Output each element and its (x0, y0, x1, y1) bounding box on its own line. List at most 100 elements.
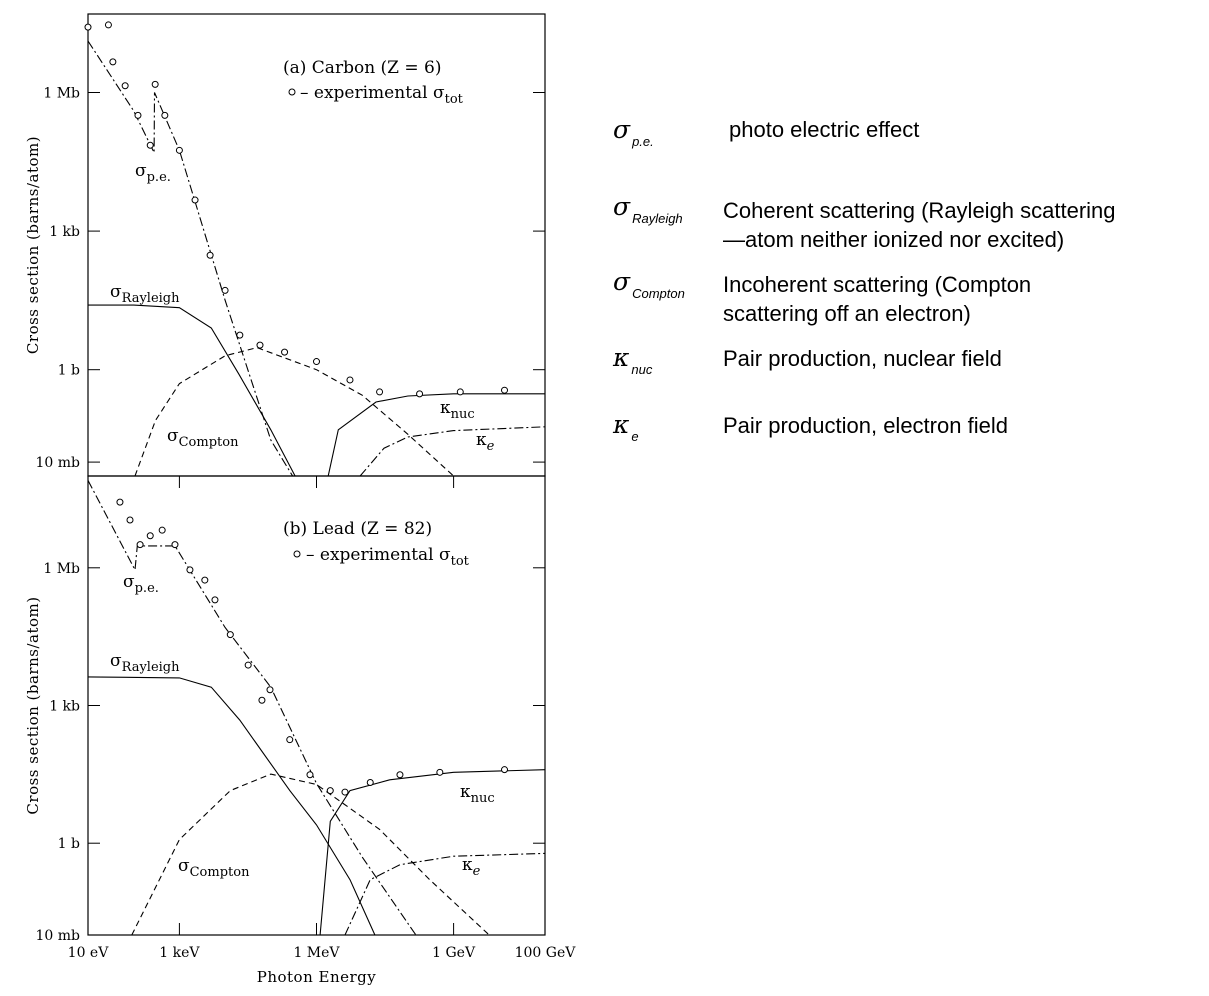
panel-title: (b) Lead (Z = 82) (283, 519, 432, 539)
data-point (258, 696, 266, 704)
description: Pair production, nuclear field (723, 346, 1002, 371)
curve-label: σRayleigh (110, 282, 180, 306)
data-point (158, 526, 166, 534)
description: scattering off an electron) (723, 301, 971, 326)
curve (88, 676, 376, 935)
x-tick-label: 1 MeV (293, 945, 340, 961)
symbol: σ Compton (613, 267, 685, 301)
curve-label: σp.e. (135, 161, 171, 185)
data-point (186, 566, 194, 574)
data-point (281, 348, 289, 356)
data-point (104, 21, 112, 29)
data-point (121, 82, 129, 90)
data-point (126, 516, 134, 524)
curve (88, 304, 296, 476)
data-point (191, 196, 199, 204)
data-point (161, 111, 169, 119)
y-tick-label: 1 kb (49, 224, 80, 240)
symbol: σ Rayleigh (613, 192, 683, 226)
data-point (134, 111, 142, 119)
y-tick-label: 1 Mb (43, 85, 80, 101)
curve-label: κe (476, 430, 495, 454)
data-point (266, 686, 274, 694)
curve (88, 40, 294, 476)
curve-label-sub: nuc (471, 791, 495, 806)
curve-label: κe (462, 855, 481, 879)
data-point (146, 532, 154, 540)
description: Pair production, electron field (723, 413, 1008, 438)
data-point (175, 146, 183, 154)
legend-label: – experimental σtot (300, 83, 464, 107)
data-point (109, 58, 117, 66)
x-tick-label: 10 eV (68, 945, 110, 961)
y-axis-title: Cross section (barns/atom) (24, 596, 42, 814)
legend-label-sub: tot (445, 92, 464, 107)
curve-label-sub: Rayleigh (122, 660, 181, 675)
y-tick-label: 1 kb (49, 699, 80, 715)
panel-title: (a) Carbon (Z = 6) (283, 58, 442, 78)
curve-label-sub: e (473, 864, 481, 879)
symbol-sub: nuc (631, 362, 652, 377)
data-point (366, 779, 374, 787)
data-point (116, 498, 124, 506)
x-tick-label: 1 keV (159, 945, 200, 961)
data-point (376, 388, 384, 396)
data-point (286, 736, 294, 744)
data-point (146, 141, 154, 149)
curve (131, 773, 490, 935)
legend-marker (293, 550, 301, 558)
curve-label-sub: Compton (190, 865, 250, 880)
symbol-main: κ (612, 343, 630, 372)
curve-label-main: σ (110, 282, 122, 302)
description: Incoherent scattering (Compton (723, 272, 1031, 297)
data-point (501, 766, 509, 774)
symbol-main: σ (613, 192, 631, 221)
data-point (396, 771, 404, 779)
data-point (206, 251, 214, 259)
symbol-main: κ (612, 410, 630, 439)
curve-label-main: σ (167, 426, 179, 446)
data-point (151, 80, 159, 88)
data-point (346, 376, 354, 384)
description: —atom neither ionized nor excited) (723, 227, 1064, 252)
data-point (501, 386, 509, 394)
data-point (221, 286, 229, 294)
symbol: σ p.e. (613, 115, 654, 149)
symbol-sub: e (631, 429, 638, 444)
curve (344, 852, 545, 935)
curve-label-main: σ (178, 856, 190, 876)
curve-label-main: σ (135, 161, 147, 181)
curve-label-sub: p.e. (135, 581, 159, 596)
curve-label-main: σ (110, 651, 122, 671)
data-point (84, 23, 92, 31)
y-tick-label: 10 mb (35, 928, 80, 944)
legend-marker (288, 88, 296, 96)
data-point (306, 771, 314, 779)
curve-label-main: κ (462, 855, 473, 875)
y-tick-label: 10 mb (35, 455, 80, 471)
curve (134, 347, 454, 476)
data-point (236, 331, 244, 339)
legend-label-main: – experimental σ (300, 83, 445, 103)
symbol-sub: Rayleigh (632, 211, 683, 226)
data-point (313, 358, 320, 366)
plot-area (88, 480, 545, 935)
symbol-main: σ (613, 115, 631, 144)
x-axis-title: Photon Energy (257, 968, 377, 986)
data-point (136, 541, 144, 549)
curve-label-sub: Rayleigh (122, 291, 181, 306)
symbol: κ nuc (612, 343, 653, 377)
description: Coherent scattering (Rayleigh scattering (723, 198, 1116, 223)
y-axis-title: Cross section (barns/atom) (24, 136, 42, 354)
curve-label-sub: p.e. (147, 170, 171, 185)
y-tick-label: 1 b (58, 363, 80, 379)
data-point (416, 390, 424, 398)
data-point (244, 661, 252, 669)
legend-label-sub: tot (451, 554, 470, 569)
curve-label-sub: Compton (179, 435, 239, 450)
legend-label-main: – experimental σ (306, 545, 451, 565)
data-point (201, 576, 209, 584)
curve-label-main: κ (476, 430, 487, 450)
